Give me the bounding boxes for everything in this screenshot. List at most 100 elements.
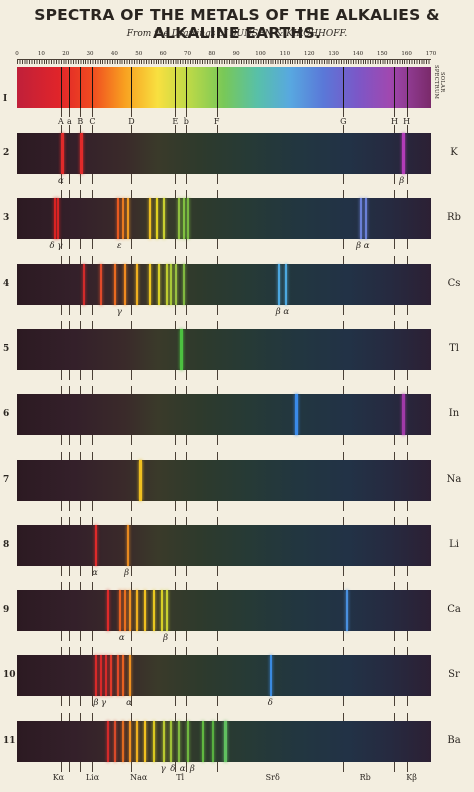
- spectrum-band: [17, 198, 431, 240]
- reference-tick: [92, 125, 94, 133]
- reference-tick: [216, 565, 218, 576]
- reference-tick: [216, 712, 218, 721]
- emission-line: [153, 590, 156, 632]
- reference-tick: [175, 647, 177, 656]
- line-label: δ γ: [49, 241, 63, 252]
- reference-tick: [343, 631, 345, 642]
- reference-tick: [343, 190, 345, 199]
- emission-line: [401, 133, 405, 174]
- reference-tick: [131, 174, 133, 184]
- line-label: β: [399, 176, 405, 186]
- reference-tick: [92, 647, 94, 656]
- reference-tick: [69, 369, 71, 380]
- reference-tick: [343, 451, 345, 460]
- reference-tick: [216, 386, 218, 395]
- reference-tick: [60, 516, 62, 525]
- fraunhofer-line: [216, 67, 218, 108]
- emission-line: [99, 655, 102, 697]
- fraunhofer-line: [186, 67, 188, 108]
- reference-tick: [186, 712, 188, 721]
- reference-tick: [80, 582, 82, 591]
- reference-tick: [92, 500, 94, 511]
- reference-tick: [343, 320, 345, 329]
- reference-tick: [175, 631, 177, 642]
- reference-tick: [131, 369, 133, 380]
- reference-tick: [80, 190, 82, 199]
- reference-tick: [69, 174, 71, 184]
- emission-line: [116, 655, 119, 697]
- reference-tick: [186, 516, 188, 525]
- emission-line: [182, 263, 185, 305]
- reference-tick: [406, 761, 408, 772]
- row-number: 11: [3, 735, 16, 746]
- reference-tick: [175, 451, 177, 460]
- reference-tick: [343, 255, 345, 264]
- reference-tick: [406, 451, 408, 460]
- reference-tick: [406, 696, 408, 707]
- emission-line: [148, 263, 151, 305]
- emission-line: [126, 198, 129, 240]
- solar-spectrum-label: SOLAR SPECTRUM: [433, 64, 445, 100]
- reference-tick: [175, 386, 177, 395]
- reference-tick: [80, 761, 82, 772]
- row-number: 3: [3, 213, 10, 224]
- reference-tick: [80, 239, 82, 250]
- scale-label: 130: [328, 51, 339, 57]
- line-label: β γ: [93, 698, 107, 709]
- line-label: α: [92, 567, 98, 578]
- emission-line: [94, 524, 97, 566]
- reference-tick: [80, 451, 82, 460]
- scale-label: 160: [401, 51, 412, 57]
- reference-tick: [343, 435, 345, 446]
- emission-line: [129, 590, 132, 632]
- fraunhofer-line: [69, 67, 71, 108]
- reference-tick: [69, 500, 71, 511]
- reference-tick: [69, 451, 71, 460]
- emission-line: [153, 720, 156, 762]
- reference-tick: [131, 631, 133, 642]
- line-label: α: [179, 763, 186, 774]
- reference-tick: [80, 500, 82, 511]
- line-label: β: [189, 763, 195, 774]
- reference-tick: [343, 647, 345, 656]
- reference-tick: [175, 304, 177, 315]
- reference-tick: [216, 761, 218, 772]
- reference-tick: [92, 696, 94, 707]
- reference-tick: [216, 435, 218, 446]
- reference-tick: [131, 239, 133, 250]
- element-symbol: Rb: [447, 212, 461, 224]
- reference-tick: [175, 190, 177, 199]
- bottom-label: Rb: [359, 773, 371, 782]
- reference-tick: [406, 369, 408, 380]
- fraunhofer-tick: [343, 108, 345, 117]
- scale-label: 170: [425, 51, 437, 57]
- line-label: α: [126, 698, 132, 709]
- fraunhofer-tick: [60, 108, 62, 117]
- element-symbol: Li: [449, 538, 459, 550]
- fraunhofer-line: [343, 67, 345, 108]
- reference-tick: [92, 320, 94, 329]
- line-label: δ: [267, 698, 273, 709]
- reference-tick: [131, 386, 133, 395]
- spectrum-band: [17, 720, 431, 762]
- reference-tick: [80, 712, 82, 721]
- reference-tick: [92, 304, 94, 315]
- emission-line: [187, 720, 190, 762]
- reference-tick: [394, 500, 396, 511]
- reference-tick: [175, 712, 177, 721]
- line-label: β α: [356, 241, 370, 252]
- scale-label: 40: [110, 51, 118, 57]
- emission-line: [53, 198, 56, 240]
- fraunhofer-tick: [406, 108, 408, 117]
- reference-tick: [131, 320, 133, 329]
- fraunhofer-line: [394, 67, 396, 108]
- reference-tick: [69, 320, 71, 329]
- reference-tick: [60, 190, 62, 199]
- reference-tick: [406, 239, 408, 250]
- emission-line: [224, 720, 227, 762]
- reference-tick: [186, 565, 188, 576]
- reference-tick: [406, 500, 408, 511]
- reference-tick: [216, 255, 218, 264]
- reference-tick: [175, 696, 177, 707]
- reference-tick: [175, 369, 177, 380]
